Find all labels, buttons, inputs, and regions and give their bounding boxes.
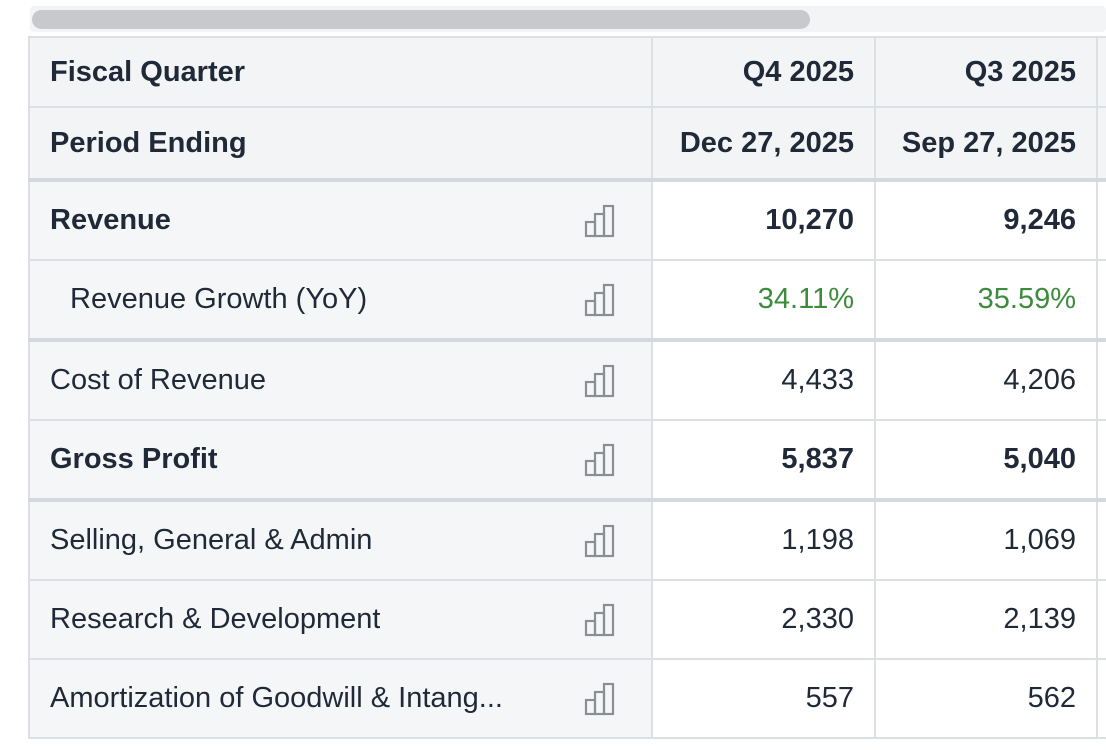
cell-gross-profit-q3-2025: 5,040 — [874, 419, 1098, 502]
column-period-next — [1096, 106, 1106, 182]
cell-research-development-next — [1096, 579, 1106, 660]
table-row-gross-profit: Gross Profit 5,837 5,040 — [28, 419, 1106, 502]
cell-revenue-growth-q3-2025: 35.59% — [874, 259, 1098, 342]
table-row-amortization: Amortization of Goodwill & Intang... 557… — [28, 658, 1106, 739]
table-row-revenue: Revenue 10,270 9,246 — [28, 179, 1106, 261]
research-development-label: Research & Development — [50, 603, 381, 636]
cell-amortization-q3-2025: 562 — [874, 658, 1098, 739]
bar-chart-icon[interactable] — [583, 603, 621, 637]
column-period-q3-2025: Sep 27, 2025 — [874, 106, 1098, 182]
cell-gross-profit-next — [1096, 419, 1106, 502]
table-row-sga: Selling, General & Admin 1,198 1,069 — [28, 499, 1106, 581]
row-label-amortization: Amortization of Goodwill & Intang... — [28, 658, 653, 739]
table-row-revenue-growth: Revenue Growth (YoY) 34.11% 35.59% — [28, 259, 1106, 342]
income-statement-table: Fiscal Quarter Q4 2025 Q3 2025 Period En… — [28, 36, 1106, 739]
cell-research-development-q3-2025: 2,139 — [874, 579, 1098, 660]
cell-sga-next — [1096, 499, 1106, 581]
bar-chart-icon[interactable] — [583, 682, 621, 716]
cell-cost-of-revenue-q4-2025: 4,433 — [651, 339, 876, 421]
cell-revenue-growth-next — [1096, 259, 1106, 342]
cell-cost-of-revenue-q3-2025: 4,206 — [874, 339, 1098, 421]
row-label-revenue-growth: Revenue Growth (YoY) — [28, 259, 653, 342]
table-row-research-development: Research & Development 2,330 2,139 — [28, 579, 1106, 660]
bar-chart-icon[interactable] — [583, 443, 621, 477]
horizontal-scrollbar[interactable] — [30, 6, 1106, 32]
period-ending-row: Period Ending Dec 27, 2025 Sep 27, 2025 — [28, 106, 1106, 182]
bar-chart-icon[interactable] — [583, 204, 621, 238]
fiscal-quarter-row: Fiscal Quarter Q4 2025 Q3 2025 — [28, 36, 1106, 108]
column-quarter-q3-2025: Q3 2025 — [874, 36, 1098, 108]
fiscal-quarter-label: Fiscal Quarter — [28, 36, 653, 108]
scrollbar-thumb[interactable] — [32, 10, 810, 29]
cell-revenue-next — [1096, 179, 1106, 261]
bar-chart-icon[interactable] — [583, 524, 621, 558]
cell-amortization-q4-2025: 557 — [651, 658, 876, 739]
row-label-sga: Selling, General & Admin — [28, 499, 653, 581]
cell-cost-of-revenue-next — [1096, 339, 1106, 421]
amortization-label: Amortization of Goodwill & Intang... — [50, 682, 503, 715]
row-label-cost-of-revenue: Cost of Revenue — [28, 339, 653, 421]
cell-amortization-next — [1096, 658, 1106, 739]
period-ending-label: Period Ending — [28, 106, 653, 182]
revenue-link[interactable]: Revenue — [50, 204, 171, 237]
column-quarter-next — [1096, 36, 1106, 108]
column-quarter-q4-2025: Q4 2025 — [651, 36, 876, 108]
cell-sga-q4-2025: 1,198 — [651, 499, 876, 581]
row-label-gross-profit: Gross Profit — [28, 419, 653, 502]
cell-revenue-growth-q4-2025: 34.11% — [651, 259, 876, 342]
sga-label: Selling, General & Admin — [50, 524, 373, 557]
table-row-cost-of-revenue: Cost of Revenue 4,433 4,206 — [28, 339, 1106, 421]
income-statement-table-container: Fiscal Quarter Q4 2025 Q3 2025 Period En… — [28, 36, 1106, 750]
revenue-growth-label: Revenue Growth (YoY) — [70, 283, 368, 316]
cell-research-development-q4-2025: 2,330 — [651, 579, 876, 660]
cell-revenue-q3-2025: 9,246 — [874, 179, 1098, 261]
cell-revenue-q4-2025: 10,270 — [651, 179, 876, 261]
bar-chart-icon[interactable] — [583, 364, 621, 398]
gross-profit-label: Gross Profit — [50, 443, 218, 476]
bar-chart-icon[interactable] — [583, 283, 621, 317]
row-label-research-development: Research & Development — [28, 579, 653, 660]
column-period-q4-2025: Dec 27, 2025 — [651, 106, 876, 182]
cost-of-revenue-label: Cost of Revenue — [50, 364, 267, 397]
row-label-revenue: Revenue — [28, 179, 653, 261]
cell-sga-q3-2025: 1,069 — [874, 499, 1098, 581]
cell-gross-profit-q4-2025: 5,837 — [651, 419, 876, 502]
